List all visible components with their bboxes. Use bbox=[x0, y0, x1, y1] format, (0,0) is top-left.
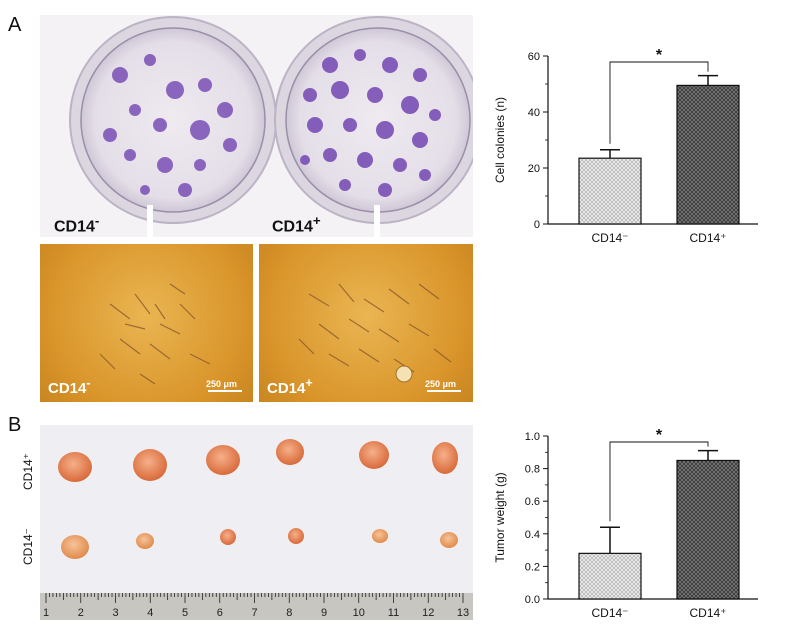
y-tick-label: 0.0 bbox=[525, 594, 540, 606]
y-tick-label: 0.4 bbox=[525, 529, 540, 541]
x-tick-label: CD14⁻ bbox=[591, 606, 628, 620]
bar-cd14-neg bbox=[578, 157, 642, 225]
ruler-number: 5 bbox=[182, 607, 188, 619]
y-tick-label: 0 bbox=[534, 219, 540, 231]
micro-right-label: CD14+ bbox=[267, 376, 313, 397]
panel-letter-a: A bbox=[8, 14, 22, 36]
tumors-cd14-pos bbox=[58, 439, 458, 482]
y-tick-label: 0.6 bbox=[525, 496, 540, 508]
bar-cd14-pos bbox=[676, 459, 740, 600]
significance-bracket bbox=[609, 61, 709, 144]
tumors-cd14-neg bbox=[61, 528, 458, 559]
x-tick-label: CD14⁺ bbox=[689, 231, 726, 245]
scale-label-right: 250 μm bbox=[425, 379, 457, 389]
scale-bar-left bbox=[208, 390, 242, 392]
chart-tumor-weight: 0.0 0.2 0.4 0.6 0.8 1.0 Tumor weight (g) CD14⁻ C… bbox=[493, 427, 758, 620]
ruler-number: 13 bbox=[457, 607, 469, 619]
panel-letter-b: B bbox=[8, 414, 22, 436]
significance-bracket bbox=[609, 441, 709, 522]
y-tick-label: 20 bbox=[528, 163, 540, 175]
ruler-number: 12 bbox=[422, 607, 434, 619]
ruler-number: 9 bbox=[321, 607, 327, 619]
tumor-illustration: 1 2 3 4 5 6 7 8 9 10 11 12 13 bbox=[40, 439, 473, 620]
ruler-number: 3 bbox=[112, 607, 118, 619]
ruler-number: 8 bbox=[286, 607, 292, 619]
micrograph-right: CD14+ 250 μm bbox=[259, 244, 473, 402]
y-axis-label: Cell colonies (n) bbox=[493, 97, 507, 183]
tumor-photo: 1 2 3 4 5 6 7 8 9 10 11 12 13 bbox=[40, 425, 473, 620]
bar-cd14-pos bbox=[676, 84, 740, 225]
row-label-top: CD14⁺ bbox=[21, 452, 35, 490]
plate-right-label: CD14+ bbox=[272, 213, 321, 236]
micrograph-left: CD14- 250 μm bbox=[40, 244, 253, 402]
plate-left-label: CD14- bbox=[54, 213, 100, 236]
ruler-number: 7 bbox=[251, 607, 257, 619]
x-tick-label: CD14⁻ bbox=[591, 231, 628, 245]
row-label-bottom: CD14⁻ bbox=[21, 527, 35, 565]
ruler-number: 2 bbox=[78, 607, 84, 619]
ruler-number: 10 bbox=[353, 607, 365, 619]
plates-illustration bbox=[40, 15, 473, 237]
scale-bar-right bbox=[427, 390, 461, 392]
y-tick-label: 1.0 bbox=[525, 431, 540, 443]
cells-left bbox=[99, 283, 211, 385]
scale-label-left: 250 μm bbox=[206, 379, 238, 389]
bar-cd14-neg bbox=[578, 552, 642, 600]
ruler-number: 4 bbox=[147, 607, 153, 619]
y-tick-label: 0.2 bbox=[525, 561, 540, 573]
x-tick-label: CD14⁺ bbox=[689, 606, 726, 620]
y-axis-label: Tumor weight (g) bbox=[493, 472, 507, 562]
significance-star: * bbox=[656, 427, 663, 444]
colonies-left bbox=[103, 54, 237, 197]
micro-left-label: CD14- bbox=[48, 376, 91, 397]
chart-colonies: 0 20 40 60 Cell colonies (n) CD14⁻ CD14⁺ * bbox=[493, 47, 758, 245]
ruler-number: 1 bbox=[43, 607, 49, 619]
y-tick-label: 40 bbox=[528, 107, 540, 119]
y-tick-label: 60 bbox=[528, 51, 540, 63]
ruler-number: 6 bbox=[217, 607, 223, 619]
plates-photo: CD14- CD14+ bbox=[40, 15, 473, 237]
ruler-numbers: 1 2 3 4 5 6 7 8 9 10 11 12 13 bbox=[43, 607, 469, 619]
y-tick-label: 0.8 bbox=[525, 464, 540, 476]
significance-star: * bbox=[656, 47, 663, 64]
ruler bbox=[45, 593, 464, 603]
colonies-right bbox=[300, 49, 441, 197]
cells-right bbox=[298, 283, 452, 383]
ruler-number: 11 bbox=[388, 607, 399, 619]
